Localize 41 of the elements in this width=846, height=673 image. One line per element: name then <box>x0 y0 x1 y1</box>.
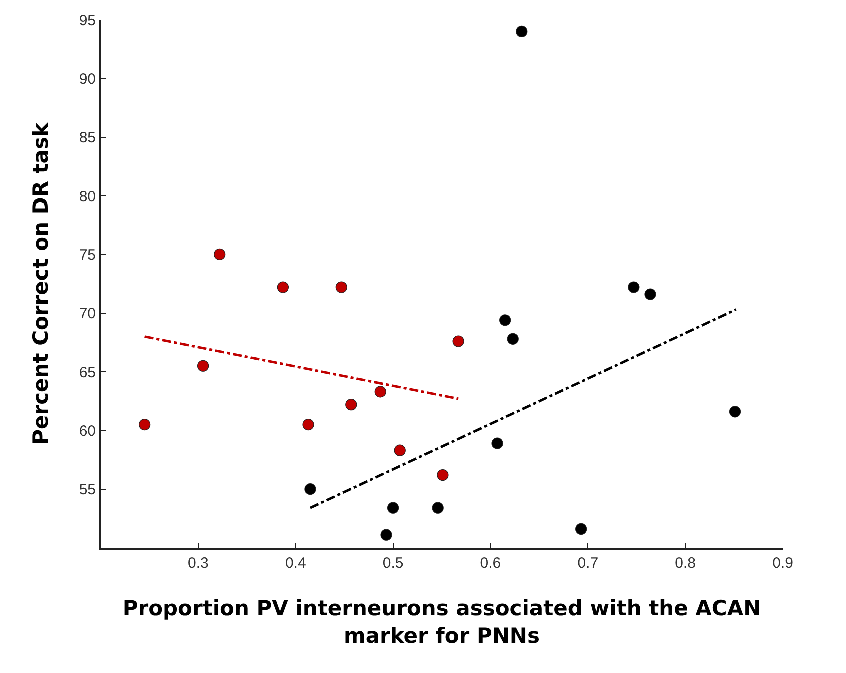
point <box>452 336 464 348</box>
point <box>576 523 588 536</box>
point <box>432 502 444 514</box>
point <box>500 314 512 326</box>
y-tick-label: 75 <box>79 246 96 264</box>
point <box>516 26 528 38</box>
point <box>394 444 406 456</box>
y-axis-title: Percent Correct on DR task <box>28 122 53 445</box>
point <box>277 282 289 294</box>
y-tick-label: 60 <box>79 422 96 440</box>
y-tick-label: 85 <box>79 130 96 147</box>
x-tick-label: 0.8 <box>675 555 696 572</box>
y-tick-label: 70 <box>79 306 96 323</box>
point <box>628 282 640 294</box>
y-tick-label: 80 <box>79 188 96 206</box>
point <box>336 282 348 294</box>
point <box>437 469 449 482</box>
x-tick-label: 0.7 <box>578 555 599 572</box>
point <box>644 288 656 300</box>
point <box>380 529 392 541</box>
y-tick-label: 90 <box>79 70 96 88</box>
point <box>387 502 400 514</box>
y-tick-label: 95 <box>79 12 96 30</box>
point <box>492 438 504 450</box>
y-tick-label: 65 <box>79 364 96 382</box>
point <box>507 333 519 345</box>
x-tick-label: 0.3 <box>188 555 209 572</box>
x-tick-label: 0.9 <box>772 555 794 572</box>
point <box>729 406 742 418</box>
point <box>214 248 226 260</box>
y-tick-label: 55 <box>79 482 96 499</box>
x-tick-label: 0.5 <box>382 555 404 572</box>
point <box>374 386 386 398</box>
x-tick-label: 0.4 <box>285 555 306 572</box>
x-axis-title: Proportion PV interneurons associated with the ACAN marker for PNNs <box>122 596 762 648</box>
point <box>304 484 316 496</box>
point <box>302 419 314 431</box>
point <box>139 419 151 431</box>
x-tick-label: 0.6 <box>480 555 502 572</box>
point <box>198 360 210 372</box>
point <box>346 399 358 411</box>
